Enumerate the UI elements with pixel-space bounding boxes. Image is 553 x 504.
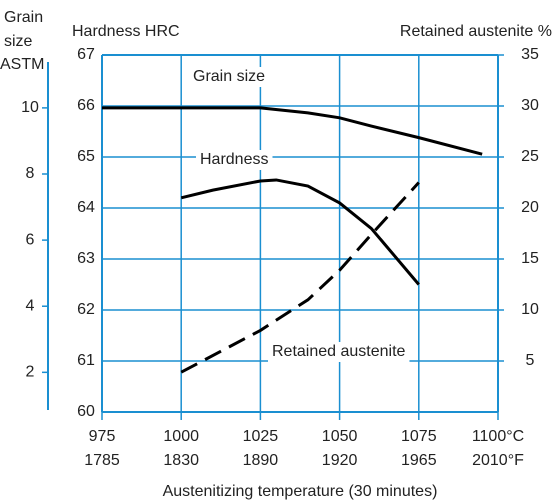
- y2-tick-label: 35: [521, 46, 539, 63]
- y-tick-label: 61: [77, 352, 95, 369]
- x-tick-label-secondary: 1920: [322, 452, 358, 469]
- x-tick-label-secondary: 1890: [243, 452, 279, 469]
- series-label: Grain size: [193, 68, 265, 85]
- y3-title: size: [4, 33, 33, 50]
- y2-tick-label: 30: [521, 97, 539, 114]
- y2-tick-label: 25: [521, 148, 539, 165]
- label-background: [268, 342, 410, 362]
- label-background: [196, 150, 273, 170]
- series-line: [102, 106, 483, 156]
- y3-tick-label: 10: [21, 99, 39, 116]
- y-tick-label: 64: [77, 199, 95, 216]
- x-tick-label-secondary: 1830: [163, 452, 199, 469]
- x-tick-label: 975: [89, 428, 116, 445]
- x-tick-label-secondary: 2010°F: [472, 452, 524, 469]
- y3-title: Grain: [4, 9, 43, 26]
- y-tick-label: 67: [77, 46, 95, 63]
- label-background: [189, 67, 270, 87]
- y2-tick-label: 5: [526, 352, 535, 369]
- x-tick-label-secondary: 1965: [401, 452, 437, 469]
- series-line: [180, 181, 420, 374]
- x-title: Austenitizing temperature (30 minutes): [163, 483, 438, 500]
- y3-title: ASTM: [0, 56, 44, 73]
- y3-tick-label: 2: [26, 364, 35, 381]
- y2-title: Retained austenite %: [400, 23, 552, 40]
- y-tick-label: 60: [77, 403, 95, 420]
- y3-tick-label: 4: [26, 297, 35, 314]
- x-tick-label: 1100°C: [472, 428, 524, 445]
- y2-tick-label: 20: [521, 199, 539, 216]
- x-tick-label: 1075: [401, 428, 437, 445]
- y3-tick-label: 6: [26, 231, 35, 248]
- y2-tick-label: 10: [521, 301, 539, 318]
- y-tick-label: 66: [77, 97, 95, 114]
- x-tick-label-secondary: 1785: [84, 452, 120, 469]
- x-tick-label: 1050: [322, 428, 358, 445]
- series-label: Retained austenite: [272, 343, 406, 360]
- series-line: [180, 178, 420, 286]
- y3-tick-label: 8: [26, 165, 35, 182]
- series-label: Hardness: [200, 151, 268, 168]
- x-tick-label: 1000: [163, 428, 199, 445]
- y-tick-label: 62: [77, 301, 95, 318]
- y-title: Hardness HRC: [72, 23, 180, 40]
- y2-tick-label: 15: [521, 250, 539, 267]
- y-tick-label: 65: [77, 148, 95, 165]
- x-tick-label: 1025: [243, 428, 279, 445]
- y-tick-label: 63: [77, 250, 95, 267]
